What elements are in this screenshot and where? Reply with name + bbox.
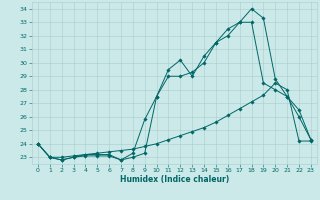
X-axis label: Humidex (Indice chaleur): Humidex (Indice chaleur) <box>120 175 229 184</box>
